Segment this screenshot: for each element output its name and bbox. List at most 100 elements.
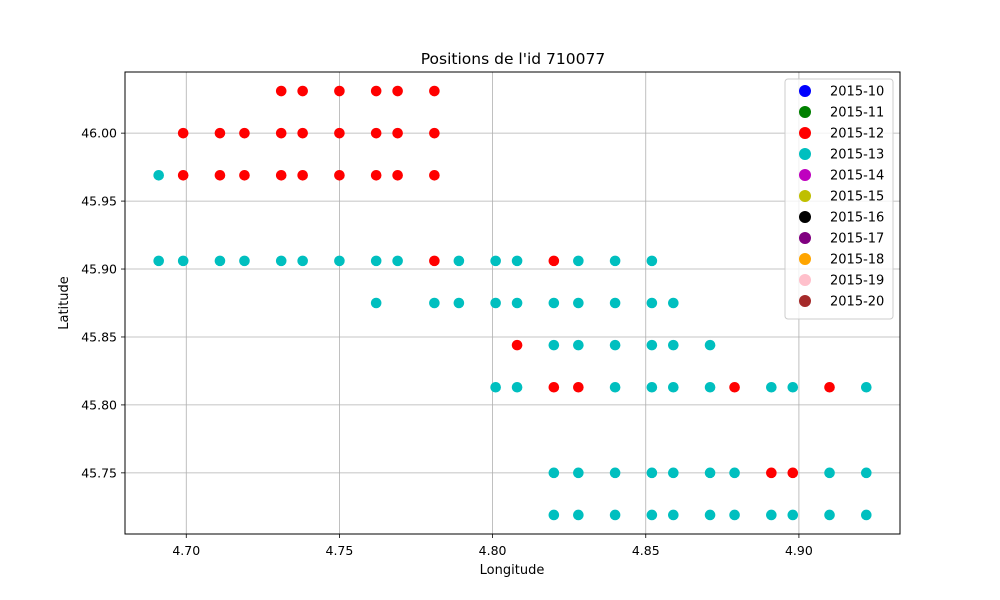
data-point-2015-13 xyxy=(511,255,523,267)
legend-marker xyxy=(799,169,811,181)
legend-label: 2015-15 xyxy=(830,190,884,205)
data-point-2015-13 xyxy=(548,339,560,351)
plot-frame xyxy=(124,71,901,535)
data-point-2015-12 xyxy=(429,169,440,181)
y-tick-label: 46.00 xyxy=(81,126,117,141)
legend-label: 2015-14 xyxy=(830,169,884,184)
data-point-2015-13 xyxy=(297,255,308,267)
data-point-2015-13 xyxy=(548,509,560,521)
x-tick-label: 4.75 xyxy=(326,543,354,558)
data-point-2015-13 xyxy=(275,255,287,267)
legend-label: 2015-19 xyxy=(830,274,884,289)
data-point-2015-13 xyxy=(334,255,345,267)
legend-label: 2015-18 xyxy=(830,253,884,268)
legend-marker xyxy=(799,295,811,307)
data-point-2015-13 xyxy=(729,509,740,521)
legend-label: 2015-17 xyxy=(830,232,884,247)
data-point-2015-13 xyxy=(490,297,501,309)
data-point-2015-13 xyxy=(214,255,226,267)
data-point-2015-12 xyxy=(824,381,835,393)
data-point-2015-13 xyxy=(646,381,658,393)
data-point-2015-13 xyxy=(646,255,658,267)
data-point-2015-13 xyxy=(429,297,440,309)
legend-box xyxy=(784,78,894,320)
data-point-2015-12 xyxy=(370,85,382,97)
data-point-2015-13 xyxy=(861,467,872,479)
data-point-2015-13 xyxy=(511,297,523,309)
legend-marker xyxy=(799,85,811,97)
data-point-2015-12 xyxy=(766,467,777,479)
data-point-2015-13 xyxy=(490,255,501,267)
data-point-2015-12 xyxy=(214,169,226,181)
data-point-2015-13 xyxy=(392,255,403,267)
data-point-2015-13 xyxy=(609,339,621,351)
data-point-2015-12 xyxy=(275,127,287,139)
legend-label: 2015-13 xyxy=(830,148,884,163)
data-point-2015-13 xyxy=(573,467,584,479)
data-point-2015-12 xyxy=(429,85,440,97)
x-axis-label: Longitude xyxy=(480,563,545,578)
legend-label: 2015-11 xyxy=(830,106,884,121)
data-point-2015-13 xyxy=(490,381,501,393)
data-point-2015-13 xyxy=(824,467,835,479)
legend-marker xyxy=(799,148,811,160)
data-point-2015-13 xyxy=(573,509,584,521)
y-axis-ticks: 45.75 45.80 45.85 45.90 45.95 46.00 xyxy=(81,126,125,480)
data-point-2015-13 xyxy=(573,255,584,267)
data-point-2015-13 xyxy=(239,255,250,267)
data-point-2015-13 xyxy=(177,255,189,267)
data-point-2015-12 xyxy=(177,169,189,181)
legend-label: 2015-12 xyxy=(830,127,884,142)
data-point-2015-12 xyxy=(392,127,403,139)
data-point-2015-12 xyxy=(392,85,403,97)
data-point-2015-12 xyxy=(275,85,287,97)
data-point-2015-13 xyxy=(766,381,777,393)
data-point-2015-12 xyxy=(297,85,308,97)
data-points xyxy=(153,85,872,521)
legend-label: 2015-10 xyxy=(830,85,884,100)
data-point-2015-13 xyxy=(153,255,164,267)
x-tick-label: 4.90 xyxy=(785,543,813,558)
data-point-2015-12 xyxy=(370,169,382,181)
data-point-2015-13 xyxy=(646,339,658,351)
data-point-2015-12 xyxy=(573,381,584,393)
data-point-2015-12 xyxy=(511,339,523,351)
y-axis-label: Latitude xyxy=(57,276,72,330)
data-point-2015-13 xyxy=(646,509,658,521)
data-point-2015-13 xyxy=(646,297,658,309)
data-point-2015-13 xyxy=(573,297,584,309)
x-tick-label: 4.85 xyxy=(632,543,660,558)
data-point-2015-12 xyxy=(297,169,308,181)
data-point-2015-13 xyxy=(668,381,679,393)
x-tick-label: 4.70 xyxy=(172,543,200,558)
data-point-2015-13 xyxy=(787,509,799,521)
data-point-2015-12 xyxy=(548,255,560,267)
legend: 2015-10 2015-11 2015-12 2015-13 2015-14 2015-… xyxy=(784,78,894,320)
data-point-2015-13 xyxy=(668,339,679,351)
x-axis-ticks: 4.70 4.75 4.80 4.85 4.90 xyxy=(172,534,813,558)
data-point-2015-12 xyxy=(297,127,308,139)
data-point-2015-12 xyxy=(392,169,403,181)
data-point-2015-13 xyxy=(668,467,679,479)
data-point-2015-13 xyxy=(453,297,465,309)
data-point-2015-12 xyxy=(334,169,345,181)
data-point-2015-12 xyxy=(177,127,189,139)
data-point-2015-13 xyxy=(704,467,716,479)
legend-label: 2015-20 xyxy=(830,295,884,310)
data-point-2015-12 xyxy=(239,127,250,139)
y-tick-label: 45.85 xyxy=(81,329,117,344)
data-point-2015-13 xyxy=(453,255,465,267)
data-point-2015-13 xyxy=(861,381,872,393)
legend-label: 2015-16 xyxy=(830,211,884,226)
data-point-2015-13 xyxy=(704,509,716,521)
data-point-2015-13 xyxy=(668,297,679,309)
data-point-2015-13 xyxy=(609,255,621,267)
data-point-2015-13 xyxy=(668,509,679,521)
data-point-2015-13 xyxy=(729,467,740,479)
data-point-2015-12 xyxy=(334,85,345,97)
data-point-2015-12 xyxy=(239,169,250,181)
data-point-2015-13 xyxy=(704,339,716,351)
data-point-2015-12 xyxy=(429,127,440,139)
y-tick-label: 45.80 xyxy=(81,397,117,412)
legend-marker xyxy=(799,253,811,265)
